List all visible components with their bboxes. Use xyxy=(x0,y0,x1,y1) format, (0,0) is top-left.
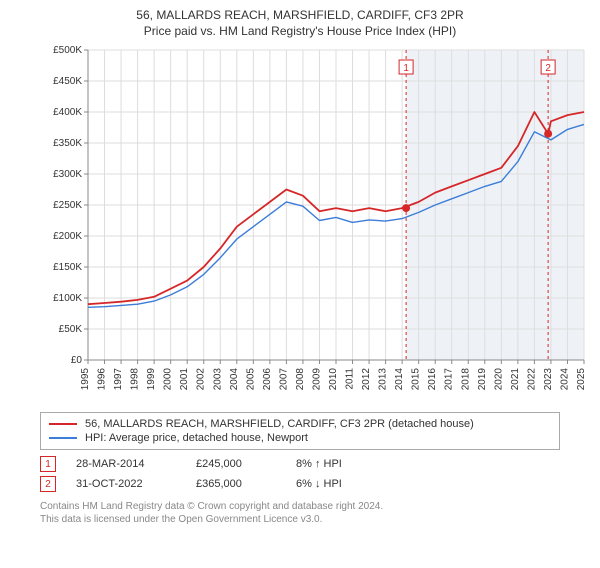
svg-text:£300K: £300K xyxy=(53,169,82,180)
svg-text:£150K: £150K xyxy=(53,262,82,273)
svg-text:2003: 2003 xyxy=(212,368,223,391)
svg-text:1999: 1999 xyxy=(146,368,157,391)
legend-swatch xyxy=(49,423,77,425)
line-chart: £0 £50K £100K £150K £200K £250K £300K £350K £400… xyxy=(48,44,590,404)
chart-container: 56, MALLARDS REACH, MARSHFIELD, CARDIFF,… xyxy=(0,8,600,568)
legend-row: 56, MALLARDS REACH, MARSHFIELD, CARDIFF,… xyxy=(49,417,551,431)
legend: 56, MALLARDS REACH, MARSHFIELD, CARDIFF,… xyxy=(40,412,560,450)
svg-text:2023: 2023 xyxy=(543,368,554,391)
marker-delta: 8% ↑ HPI xyxy=(296,458,396,470)
svg-text:1995: 1995 xyxy=(80,368,91,391)
svg-text:£400K: £400K xyxy=(53,107,82,118)
legend-label: 56, MALLARDS REACH, MARSHFIELD, CARDIFF,… xyxy=(85,418,474,430)
chart-title: 56, MALLARDS REACH, MARSHFIELD, CARDIFF,… xyxy=(0,8,600,22)
svg-text:£100K: £100K xyxy=(53,293,82,304)
svg-text:2001: 2001 xyxy=(179,368,190,391)
svg-text:2014: 2014 xyxy=(394,368,405,391)
svg-text:2020: 2020 xyxy=(493,368,504,391)
svg-text:2016: 2016 xyxy=(427,368,438,391)
svg-text:£200K: £200K xyxy=(53,231,82,242)
marker-price: £365,000 xyxy=(196,478,276,490)
footnote-line: This data is licensed under the Open Gov… xyxy=(40,513,560,526)
svg-text:£250K: £250K xyxy=(53,200,82,211)
footnote: Contains HM Land Registry data © Crown c… xyxy=(40,500,560,526)
marker-delta: 6% ↓ HPI xyxy=(296,478,396,490)
svg-text:2012: 2012 xyxy=(361,368,372,391)
svg-text:2007: 2007 xyxy=(278,368,289,391)
svg-text:2015: 2015 xyxy=(411,368,422,391)
marker-table: 1 28-MAR-2014 £245,000 8% ↑ HPI 2 31-OCT-2022… xyxy=(40,454,560,494)
svg-text:2011: 2011 xyxy=(345,368,356,390)
svg-text:2008: 2008 xyxy=(295,368,306,391)
svg-text:2: 2 xyxy=(545,63,551,74)
svg-text:1998: 1998 xyxy=(130,368,141,391)
chart-subtitle: Price paid vs. HM Land Registry's House … xyxy=(0,24,600,38)
svg-text:1996: 1996 xyxy=(97,368,108,391)
svg-text:2002: 2002 xyxy=(196,368,207,391)
svg-text:2006: 2006 xyxy=(262,368,273,391)
marker-date: 28-MAR-2014 xyxy=(76,458,176,470)
svg-text:2010: 2010 xyxy=(328,368,339,391)
svg-text:2021: 2021 xyxy=(510,368,521,391)
legend-row: HPI: Average price, detached house, Newp… xyxy=(49,431,551,445)
marker-date: 31-OCT-2022 xyxy=(76,478,176,490)
chart-area: £0 £50K £100K £150K £200K £250K £300K £350K £400… xyxy=(48,44,590,404)
svg-text:£500K: £500K xyxy=(53,45,82,56)
svg-text:2013: 2013 xyxy=(378,368,389,391)
marker-price: £245,000 xyxy=(196,458,276,470)
svg-text:2005: 2005 xyxy=(245,368,256,391)
svg-text:2017: 2017 xyxy=(444,368,455,391)
legend-swatch xyxy=(49,437,77,439)
svg-text:2000: 2000 xyxy=(163,368,174,391)
footnote-line: Contains HM Land Registry data © Crown c… xyxy=(40,500,560,513)
svg-text:£350K: £350K xyxy=(53,138,82,149)
svg-text:2022: 2022 xyxy=(526,368,537,391)
svg-text:2025: 2025 xyxy=(576,368,587,391)
marker-row: 1 28-MAR-2014 £245,000 8% ↑ HPI xyxy=(40,454,560,474)
svg-text:£50K: £50K xyxy=(59,324,83,335)
marker-badge: 2 xyxy=(40,476,56,492)
svg-text:2018: 2018 xyxy=(460,368,471,391)
svg-text:2009: 2009 xyxy=(311,368,322,391)
marker-row: 2 31-OCT-2022 £365,000 6% ↓ HPI xyxy=(40,474,560,494)
marker-badge: 1 xyxy=(40,456,56,472)
svg-text:2004: 2004 xyxy=(229,368,240,391)
svg-text:2024: 2024 xyxy=(559,368,570,391)
svg-text:2019: 2019 xyxy=(477,368,488,391)
svg-text:1997: 1997 xyxy=(113,368,124,391)
svg-text:£0: £0 xyxy=(71,355,83,366)
svg-text:£450K: £450K xyxy=(53,76,82,87)
legend-label: HPI: Average price, detached house, Newp… xyxy=(85,432,308,444)
svg-text:1: 1 xyxy=(403,63,409,74)
